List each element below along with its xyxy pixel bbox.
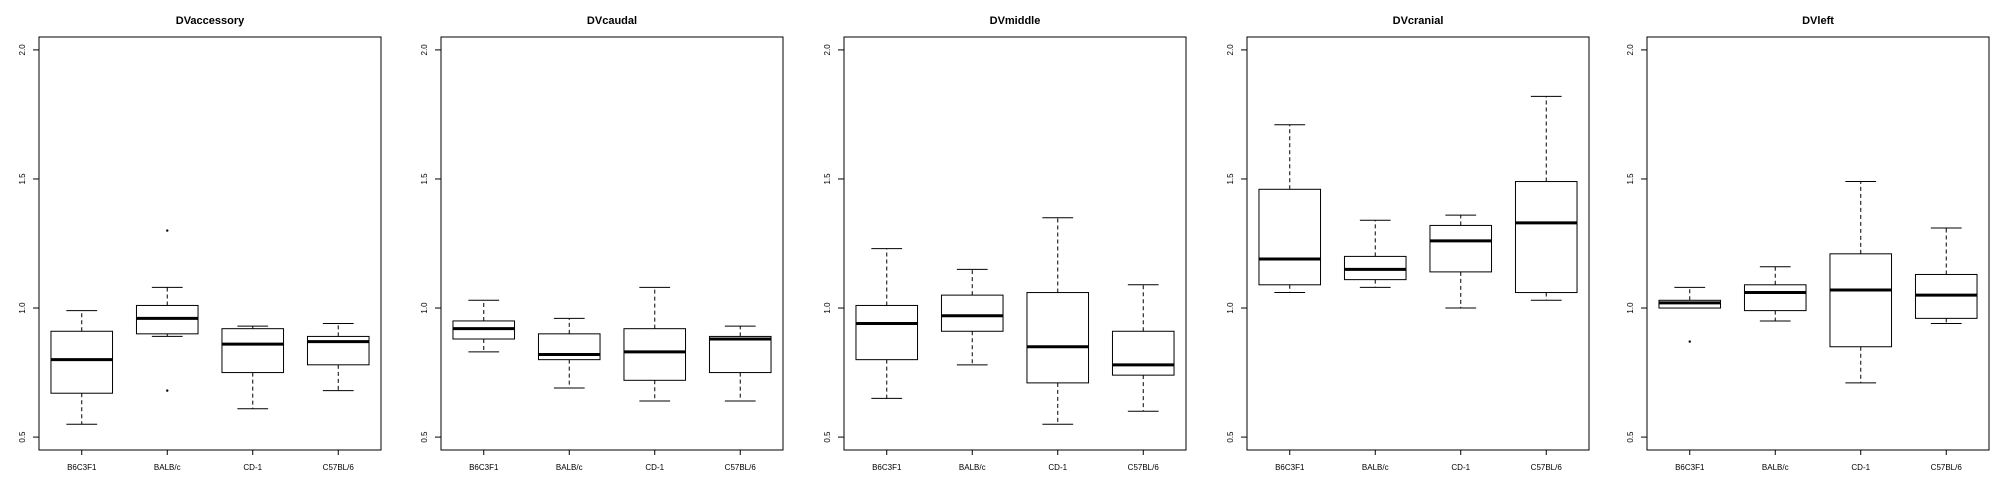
panel-dvcaudal: DVcaudal 0.5 1.0 1.5 2.0 B6C3F1 BALB/c CD-1 C57B…: [420, 15, 784, 472]
x-tick-label: C57BL/6: [1128, 463, 1160, 472]
y-tick-label: 1.0: [420, 302, 429, 314]
y-tick-label: 0.5: [420, 431, 429, 443]
plot-frame: [1646, 36, 1990, 451]
y-tick-label: 0.5: [1226, 431, 1235, 443]
y-tick-label: 2.0: [18, 44, 27, 56]
y-tick-label: 1.5: [823, 173, 832, 185]
x-tick-label: CD-1: [1851, 463, 1870, 472]
plot-frame: [440, 36, 784, 451]
box-c57bl-6: [1111, 284, 1175, 412]
plot-frame: [843, 36, 1187, 451]
y-tick-label: 2.0: [1626, 44, 1635, 56]
x-tick-label: C57BL/6: [1531, 463, 1563, 472]
x-tick-label: BALB/c: [556, 463, 583, 472]
box-cd-1: [1026, 217, 1090, 425]
x-tick-label: B6C3F1: [469, 463, 499, 472]
box-balb-c: [537, 317, 601, 389]
box-b6c3f1: [1658, 286, 1722, 343]
box-cd-1: [1429, 214, 1493, 309]
panel-title: DVleft: [1802, 15, 1834, 27]
y-tick-label: 1.0: [1226, 302, 1235, 314]
plot-frame: [1246, 36, 1590, 451]
panel-dvmiddle: DVmiddle 0.5 1.0 1.5 2.0 B6C3F1 BALB/c CD-1 C57B…: [823, 15, 1187, 472]
x-tick-label: CD-1: [645, 463, 664, 472]
outlier-point: [1688, 340, 1691, 343]
y-tick-label: 1.0: [18, 302, 27, 314]
iqr-box: [1258, 188, 1322, 286]
box-balb-c: [135, 229, 199, 392]
iqr-box: [1026, 292, 1090, 384]
x-tick-label: BALB/c: [959, 463, 986, 472]
x-tick-label: C57BL/6: [1931, 463, 1963, 472]
panel-dvleft: DVleft 0.5 1.0 1.5 2.0 B6C3F1 BALB/c CD-1 C57BL/…: [1626, 15, 1990, 472]
y-tick-label: 0.5: [823, 431, 832, 443]
x-tick-label: BALB/c: [1762, 463, 1789, 472]
y-tick-label: 1.5: [1626, 173, 1635, 185]
box-c57bl-6: [1914, 227, 1978, 325]
box-cd-1: [221, 325, 285, 410]
panel-dvaccessory: DVaccessory 0.5 1.0 1.5 2.0 B6C3F1 BALB/c CD-1 C…: [18, 15, 382, 472]
iqr-box: [50, 330, 114, 394]
y-tick-label: 1.0: [1626, 302, 1635, 314]
panel-dvcranial: DVcranial 0.5 1.0 1.5 2.0 B6C3F1 BALB/c CD-1 C57…: [1226, 15, 1590, 472]
iqr-box: [855, 304, 919, 361]
panel-title: DVcaudal: [587, 15, 637, 27]
x-tick-label: B6C3F1: [67, 463, 97, 472]
box-c57bl-6: [708, 325, 772, 402]
iqr-box: [1111, 330, 1175, 376]
x-tick-label: C57BL/6: [323, 463, 355, 472]
box-b6c3f1: [452, 299, 516, 353]
iqr-box: [623, 328, 687, 381]
iqr-box: [221, 328, 285, 374]
y-tick-label: 0.5: [18, 431, 27, 443]
box-b6c3f1: [855, 248, 919, 399]
outlier-point: [166, 229, 169, 232]
x-tick-label: BALB/c: [154, 463, 181, 472]
panel-title: DVcranial: [1393, 15, 1444, 27]
x-tick-label: CD-1: [1451, 463, 1470, 472]
iqr-box: [1514, 181, 1578, 294]
iqr-box: [1429, 224, 1493, 273]
box-c57bl-6: [1514, 95, 1578, 301]
x-tick-label: B6C3F1: [1275, 463, 1305, 472]
box-balb-c: [940, 268, 1004, 366]
x-tick-label: BALB/c: [1362, 463, 1389, 472]
x-tick-label: CD-1: [243, 463, 262, 472]
box-b6c3f1: [1258, 124, 1322, 294]
box-balb-c: [1343, 219, 1407, 288]
iqr-box: [940, 294, 1004, 332]
y-tick-label: 2.0: [1226, 44, 1235, 56]
y-tick-label: 1.5: [18, 173, 27, 185]
box-cd-1: [623, 286, 687, 402]
y-tick-label: 1.5: [420, 173, 429, 185]
x-tick-label: B6C3F1: [872, 463, 902, 472]
x-tick-label: CD-1: [1048, 463, 1067, 472]
box-b6c3f1: [50, 310, 114, 425]
box-c57bl-6: [306, 323, 370, 392]
iqr-box: [708, 335, 772, 374]
outlier-point: [166, 389, 169, 392]
x-tick-label: C57BL/6: [725, 463, 757, 472]
iqr-box: [1743, 284, 1807, 312]
y-tick-label: 1.0: [823, 302, 832, 314]
y-tick-label: 2.0: [420, 44, 429, 56]
box-balb-c: [1743, 266, 1807, 322]
y-tick-label: 2.0: [823, 44, 832, 56]
box-cd-1: [1829, 181, 1893, 384]
x-tick-label: B6C3F1: [1675, 463, 1705, 472]
plot-frame: [38, 36, 382, 451]
y-tick-label: 1.5: [1226, 173, 1235, 185]
panel-title: DVmiddle: [990, 15, 1041, 27]
iqr-box: [1829, 253, 1893, 348]
panel-title: DVaccessory: [176, 15, 245, 27]
y-tick-label: 0.5: [1626, 431, 1635, 443]
